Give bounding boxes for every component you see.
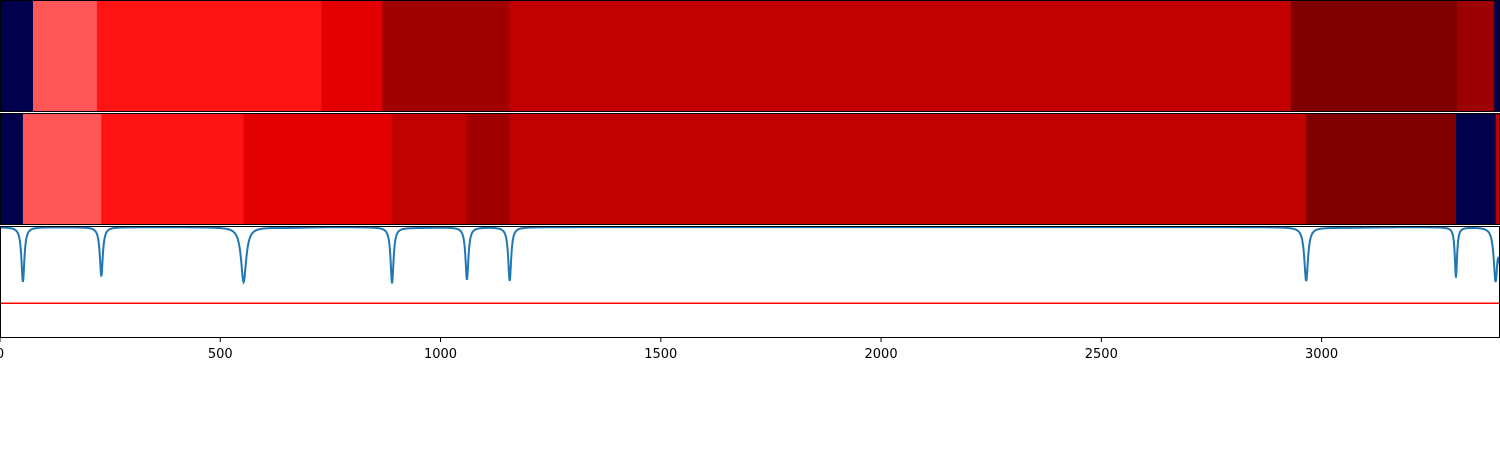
series-line: [0, 226, 1500, 285]
top-heatmap-segment-8: [1494, 0, 1500, 112]
heatmap-middle: [0, 113, 1500, 225]
x-tick-label-0: 0: [0, 347, 4, 362]
x-tick-label-3000: 3000: [1305, 347, 1338, 362]
x-tick-label-2000: 2000: [865, 347, 898, 362]
top-heatmap-segment-7: [1457, 0, 1495, 112]
middle-heatmap-segment-0: [0, 113, 24, 225]
x-tick-label-1500: 1500: [644, 347, 677, 362]
middle-heatmap-segment-6: [509, 113, 1307, 225]
top-heatmap-segment-5: [508, 0, 1292, 112]
top-heatmap-segment-0: [0, 0, 34, 112]
middle-heatmap-segment-2: [101, 113, 245, 225]
x-tick-label-2500: 2500: [1085, 347, 1118, 362]
top-heatmap-segment-1: [33, 0, 98, 112]
x-tick-label-500: 500: [208, 347, 233, 362]
middle-heatmap-segment-1: [22, 113, 102, 225]
top-heatmap-segment-4: [382, 0, 510, 112]
middle-heatmap-segment-7: [1306, 113, 1457, 225]
x-tick-label-1000: 1000: [424, 347, 457, 362]
middle-heatmap-segment-5: [466, 113, 511, 225]
top-heatmap-segment-3: [321, 0, 383, 112]
top-heatmap-segment-6: [1290, 0, 1458, 112]
top-heatmap-segment-2: [96, 0, 323, 112]
panel-frame-2: [0, 226, 1500, 338]
middle-heatmap-segment-4: [392, 113, 468, 225]
middle-heatmap-segment-3: [243, 113, 393, 225]
x-axis: 0 500 1000 1500 2000 2500 3000: [0, 338, 1338, 362]
middle-heatmap-segment-9: [1495, 113, 1500, 225]
heatmap-top: [0, 0, 1500, 112]
middle-heatmap-segment-8: [1455, 113, 1497, 225]
line-plot-panel: [0, 226, 1500, 305]
